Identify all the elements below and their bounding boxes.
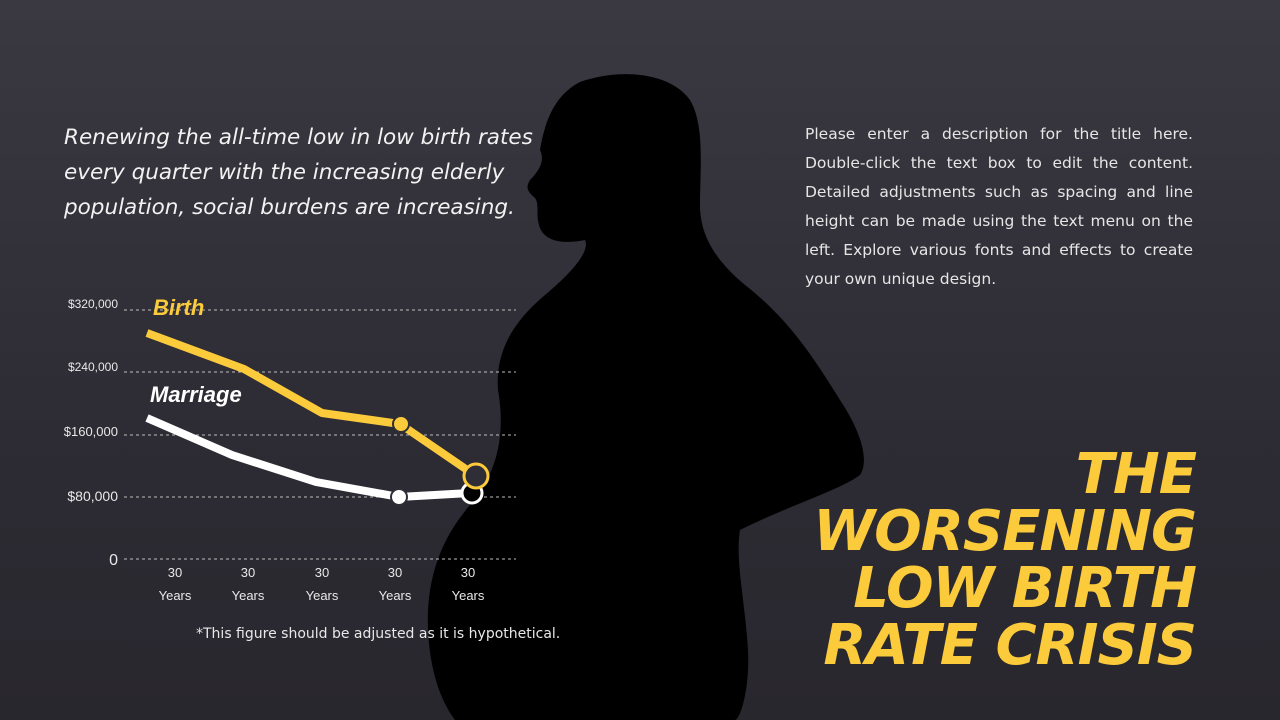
title-line: WORSENING (813, 499, 1197, 564)
main-title: THE WORSENING LOW BIRTH RATE CRISIS (813, 442, 1197, 678)
description-text[interactable]: Please enter a description for the title… (805, 125, 1193, 288)
footnote: *This figure should be adjusted as it is… (196, 626, 561, 642)
title-line: RATE CRISIS (823, 613, 1197, 678)
title-line: LOW BIRTH (853, 556, 1197, 621)
subtitle: Renewing the all-time low in low birth r… (64, 125, 533, 220)
title-line: THE (1075, 442, 1197, 507)
